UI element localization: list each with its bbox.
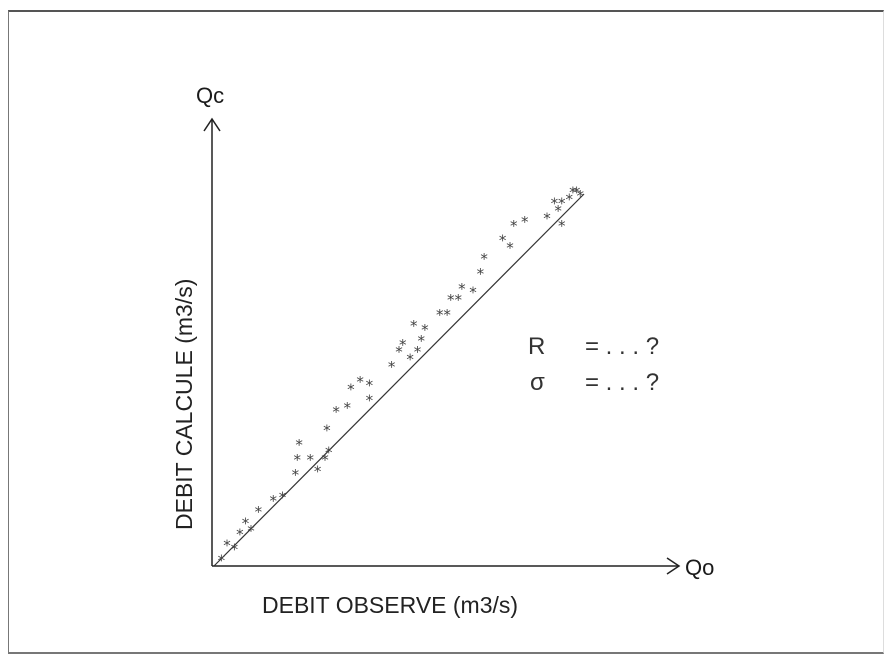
data-point-2: * (231, 540, 239, 558)
data-point-10: * (294, 451, 302, 469)
data-point-45: * (558, 194, 566, 212)
x-axis-arrow (666, 557, 681, 575)
fit-line (213, 193, 585, 567)
data-point-50: * (573, 183, 581, 201)
data-point-44: * (554, 202, 562, 220)
data-point-5: * (247, 522, 255, 540)
x-axis-label: DEBIT OBSERVE (m3/s) (262, 592, 518, 618)
data-point-33: * (447, 291, 455, 309)
data-point-51: * (577, 187, 585, 205)
data-point-47: * (558, 217, 566, 235)
data-point-36: * (469, 284, 477, 302)
data-point-3: * (236, 526, 244, 544)
data-point-14: * (321, 451, 329, 469)
y-axis-name: Qc (196, 83, 224, 108)
data-point-34: * (454, 291, 462, 309)
data-point-31: * (436, 306, 444, 324)
data-point-15: * (325, 444, 333, 462)
data-point-48: * (565, 191, 573, 209)
data-point-19: * (347, 380, 355, 398)
data-point-26: * (406, 351, 414, 369)
data-point-28: * (417, 332, 425, 350)
data-point-32: * (443, 306, 451, 324)
data-point-12: * (306, 451, 314, 469)
x-axis-name: Qo (685, 555, 714, 580)
data-point-1: * (223, 537, 231, 555)
data-point-30: * (421, 321, 429, 339)
data-point-16: * (323, 421, 331, 439)
data-point-27: * (414, 343, 422, 361)
data-point-46: * (551, 194, 559, 212)
data-point-21: * (366, 392, 374, 410)
data-point-9: * (292, 466, 300, 484)
data-point-6: * (255, 503, 263, 521)
data-point-20: * (356, 373, 364, 391)
data-point-29: * (410, 317, 418, 335)
data-point-11: * (295, 436, 303, 454)
data-point-39: * (499, 232, 507, 250)
figure-frame (8, 10, 884, 654)
stat-sigma-value: = . . . ? (585, 369, 659, 396)
data-point-23: * (388, 358, 396, 376)
data-point-42: * (521, 213, 529, 231)
data-point-0: * (218, 552, 226, 570)
data-point-17: * (332, 403, 340, 421)
data-point-13: * (314, 462, 322, 480)
data-point-43: * (543, 209, 551, 227)
data-point-7: * (269, 492, 277, 510)
data-point-8: * (279, 488, 287, 506)
data-point-37: * (477, 265, 485, 283)
data-point-35: * (458, 280, 466, 298)
data-point-22: * (366, 377, 374, 395)
data-point-18: * (343, 399, 351, 417)
data-point-25: * (399, 336, 407, 354)
stat-r-value: = . . . ? (585, 333, 659, 360)
data-point-24: * (395, 343, 403, 361)
y-axis-label: DEBIT CALCULE (m3/s) (171, 279, 197, 530)
data-points: ** ****** ********** ** ******* *** ** ** ** ****… (218, 183, 585, 569)
data-point-4: * (242, 514, 250, 532)
data-point-49: * (569, 183, 577, 201)
data-point-41: * (510, 217, 518, 235)
data-point-38: * (480, 250, 488, 268)
y-axis-arrow (203, 117, 221, 132)
stat-r-symbol: R (528, 333, 545, 360)
stat-sigma-symbol: σ (530, 369, 545, 396)
data-point-40: * (506, 239, 514, 257)
